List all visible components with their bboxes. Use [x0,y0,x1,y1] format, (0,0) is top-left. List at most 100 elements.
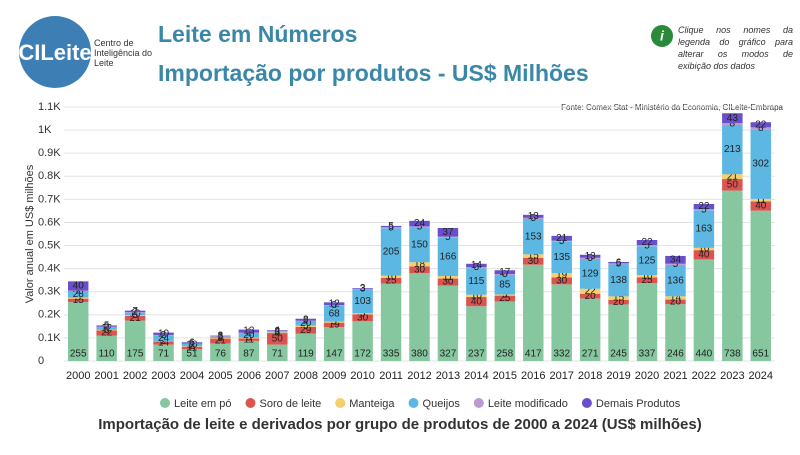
data-label: 205 [383,247,400,258]
x-tick-label: 2006 [237,370,261,382]
y-tick-label: 0.9K [38,147,61,159]
data-label: 40 [73,281,85,292]
data-label: 136 [667,275,684,286]
legend-item[interactable]: Demais Produtos [582,398,681,410]
data-label: 651 [752,349,769,360]
x-tick-label: 2015 [493,370,517,382]
legend-swatch [245,398,255,408]
data-label: 5 [104,321,110,332]
x-tick-label: 2016 [521,370,545,382]
data-label: 37 [442,227,454,238]
logo-sub: Centro de Inteligência do Leite [94,38,154,68]
data-label: 271 [582,349,599,360]
data-label: 246 [667,349,684,360]
bar-segment [722,191,742,361]
data-label: 22 [641,237,653,248]
data-label: 87 [243,349,255,360]
data-label: 172 [354,349,371,360]
x-tick-label: 2014 [464,370,488,382]
data-label: 110 [99,349,115,360]
x-tick-label: 2003 [151,370,175,382]
data-label: 43 [727,113,739,124]
legend-item[interactable]: Queijos [409,398,461,410]
legend: Leite em pó Soro de leite Manteiga Queijos L… [160,398,681,410]
data-label: 302 [752,159,769,170]
data-label: 255 [70,349,87,360]
x-tick-label: 2020 [635,370,659,382]
data-label: 14 [471,260,483,271]
data-label: 7 [132,306,138,317]
y-axis-label: Valor anual em US$ milhões [24,164,36,303]
x-tick-label: 2002 [123,370,147,382]
x-tick-label: 2009 [322,370,346,382]
data-label: 3 [218,331,224,342]
data-label: 3 [360,283,366,294]
data-label: 125 [639,255,656,266]
x-tick-label: 2023 [720,370,744,382]
x-tick-label: 2010 [350,370,374,382]
data-label: 13 [528,211,540,222]
legend-swatch [335,398,345,408]
data-label: 5 [388,221,394,232]
y-tick-label: 0.4K [38,263,61,275]
data-label: 22 [698,201,710,212]
data-label: 337 [639,349,656,360]
x-tick-label: 2012 [407,370,431,382]
x-tick-label: 2024 [749,370,773,382]
y-tick-label: 0.8K [38,170,61,182]
data-label: 13 [243,326,255,337]
data-label: 22 [755,119,767,130]
data-label: 24 [414,218,426,229]
y-tick-label: 0.7K [38,193,61,205]
x-tick-label: 2007 [265,370,289,382]
data-label: 335 [383,349,400,360]
data-label: 71 [158,349,170,360]
y-tick-label: 0 [38,355,44,367]
data-label: 166 [440,252,457,263]
y-tick-label: 0.6K [38,216,61,228]
legend-swatch [409,398,419,408]
legend-swatch [474,398,484,408]
subtitle: Importação por produtos - US$ Milhões [158,60,589,86]
data-label: 6 [189,338,195,349]
legend-item[interactable]: Leite em pó [160,398,231,410]
x-tick-label: 2017 [549,370,573,382]
data-label: 119 [298,349,314,360]
legend-label: Queijos [423,398,461,410]
data-label: 327 [440,349,457,360]
y-tick-label: 1K [38,124,52,136]
legend-item[interactable]: Soro de leite [245,398,321,410]
bar-segment [694,259,714,361]
legend-label: Leite em pó [174,398,231,410]
legend-label: Soro de leite [259,398,321,410]
data-label: 135 [553,252,570,263]
x-tick-label: 2011 [379,370,403,382]
info: Clique nos nomes da legenda do gráfico p… [678,24,793,72]
data-label: 153 [525,231,542,242]
x-tick-label: 2005 [208,370,232,382]
data-label: 6 [616,257,622,268]
data-label: 85 [499,279,511,290]
source: Fonte: Comex Stat - Ministério da Econom… [561,103,783,112]
data-label: 13 [585,251,597,262]
data-label: 129 [582,268,599,279]
x-tick-label: 2018 [578,370,602,382]
data-label: 17 [499,267,511,278]
y-tick-label: 1.1K [38,101,61,113]
data-label: 34 [670,255,682,266]
y-tick-label: 0.1K [38,332,61,344]
legend-item[interactable]: Leite modificado [474,398,568,410]
data-label: 163 [696,224,713,235]
x-tick-label: 2004 [180,370,204,382]
legend-item[interactable]: Manteiga [335,398,395,410]
data-label: 12 [329,298,341,309]
data-label: 71 [272,349,284,360]
data-label: 332 [553,349,570,360]
logo-sub-box: Centro de Inteligência do Leite [94,38,154,78]
data-label: 380 [411,349,428,360]
y-tick-label: 0.5K [38,239,61,251]
x-tick-label: 2008 [293,370,317,382]
data-label: 21 [556,233,568,244]
data-label: 150 [411,239,428,250]
